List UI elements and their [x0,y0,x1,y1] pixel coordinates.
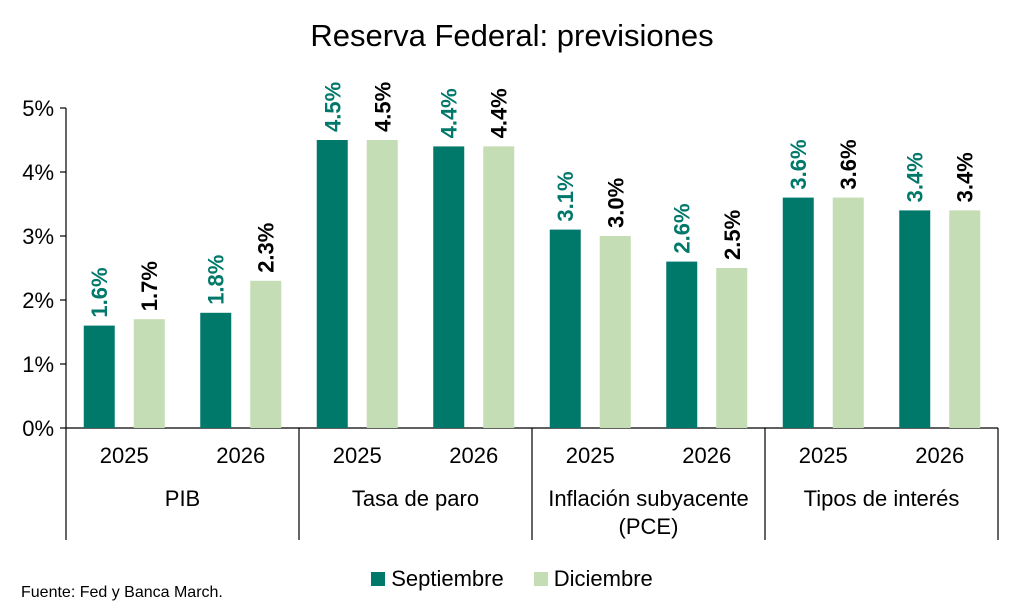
bar-septiembre-3-2026 [666,261,698,428]
data-label: 4.5% [320,82,345,132]
data-label: 3.6% [836,139,861,189]
chart-title: Reserva Federal: previsiones [310,18,714,53]
group-label: PIB [165,486,200,511]
data-label: 3.4% [903,152,928,202]
source-note: Fuente: Fed y Banca March. [21,584,223,601]
legend-item-septiembre: Septiembre [371,566,504,592]
group-label: Tipos de interés [804,486,960,511]
bar-diciembre-2-2026 [483,146,515,428]
legend-swatch-diciembre [533,572,548,586]
group-label: Tasa de paro [352,486,479,511]
data-label: 1.8% [204,255,229,305]
bar-septiembre-2-2026 [433,146,465,428]
data-label: 2.5% [720,210,745,260]
bar-septiembre-4-2026 [899,210,931,428]
bar-septiembre-2-2025 [316,140,348,428]
legend-label-septiembre: Septiembre [391,566,504,591]
bar-diciembre-4-2026 [949,210,981,428]
data-label: 2.6% [670,203,695,253]
y-tick-label: 1% [22,352,54,377]
bar-diciembre-1-2026 [250,280,282,428]
bar-diciembre-3-2026 [716,268,748,428]
data-label: 1.7% [137,261,162,311]
bar-chart: 0% 1% 2% 3% 4% 5% 1.6% 1.7% 2025 1.8% 2.3% 2026 PIB 4… [22,82,999,540]
data-label: 3.4% [953,152,978,202]
data-label: 1.6% [87,267,112,317]
bar-septiembre-1-2025 [83,325,115,428]
x-category-label: 2026 [216,443,265,468]
group-label: (PCE) [619,514,679,539]
data-label: 3.1% [553,171,578,221]
data-label: 3.6% [786,139,811,189]
bar-septiembre-3-2025 [549,229,581,428]
x-category-label: 2025 [333,443,382,468]
bar-diciembre-4-2025 [832,197,864,428]
bar-diciembre-2-2025 [366,140,398,428]
bar-diciembre-1-2025 [133,319,165,428]
bar-septiembre-4-2025 [782,197,814,428]
data-label: 3.0% [603,178,628,228]
y-tick-label: 5% [22,96,54,121]
data-label: 4.4% [487,88,512,138]
legend-item-diciembre: Diciembre [533,566,653,592]
x-category-label: 2026 [682,443,731,468]
x-category-label: 2026 [449,443,498,468]
y-tick-label: 2% [22,288,54,313]
y-tick-label: 4% [22,160,54,185]
legend-swatch-septiembre [371,572,386,586]
data-label: 4.4% [437,88,462,138]
x-category-label: 2025 [799,443,848,468]
bar-diciembre-3-2025 [599,236,631,428]
legend: Septiembre Diciembre [0,566,1024,592]
data-label: 4.5% [370,82,395,132]
y-tick-label: 0% [22,416,54,441]
group-label: Inflación subyacente [548,486,749,511]
legend-label-diciembre: Diciembre [553,566,653,591]
y-tick-label: 3% [22,224,54,249]
x-category-label: 2025 [566,443,615,468]
data-label: 2.3% [254,223,279,273]
x-category-label: 2025 [100,443,149,468]
x-category-label: 2026 [915,443,964,468]
bar-septiembre-1-2026 [200,312,232,428]
